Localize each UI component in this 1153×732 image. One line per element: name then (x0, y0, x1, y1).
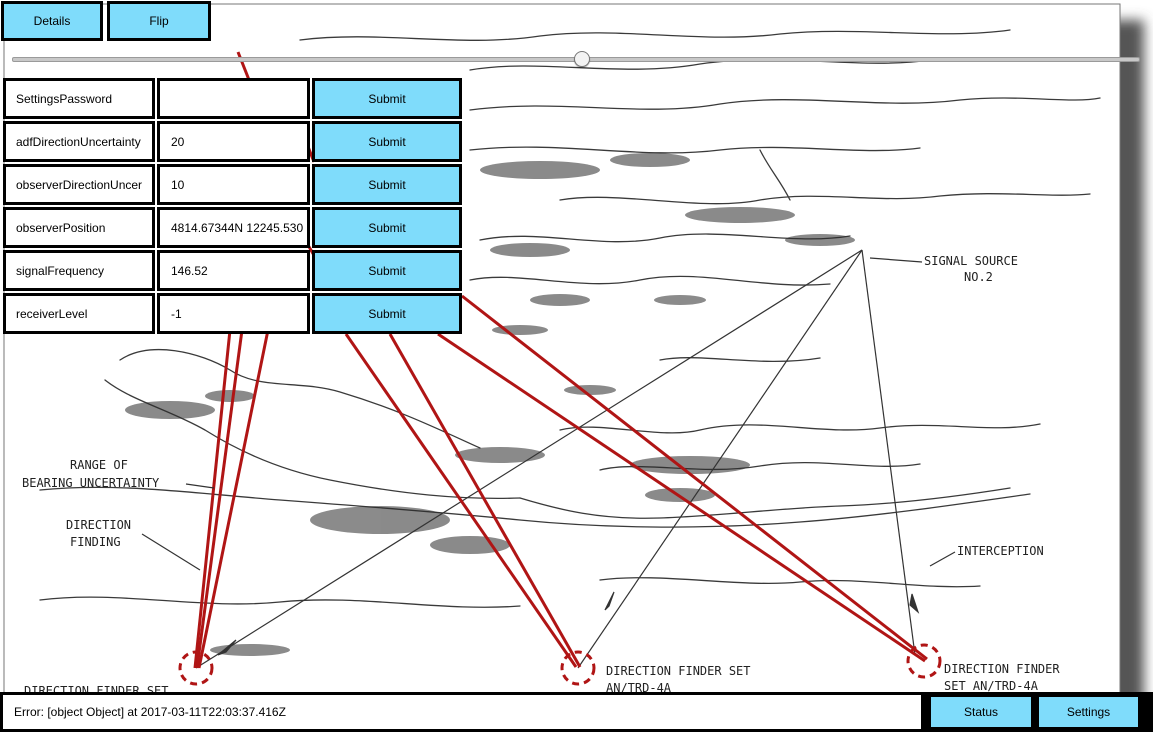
adf-direction-uncertainty-input[interactable] (157, 121, 310, 162)
df-marker-middle[interactable] (560, 650, 596, 686)
field-label-observer-position: observerPosition (3, 207, 155, 248)
field-label-signal-frequency: signalFrequency (3, 250, 155, 291)
submit-settings-password-button[interactable]: Submit (312, 78, 462, 119)
df-markers (178, 643, 942, 686)
observer-direction-uncertainty-input[interactable] (157, 164, 310, 205)
field-label-settings-password: SettingsPassword (3, 78, 155, 119)
label-dfs-middle: DIRECTION FINDER SET (606, 664, 751, 678)
field-label-observer-direction-uncertainty: observerDirectionUncer (3, 164, 155, 205)
label-direction: DIRECTION (66, 518, 131, 532)
submit-signal-frequency-button[interactable]: Submit (312, 250, 462, 291)
flip-button[interactable]: Flip (107, 1, 211, 41)
observer-position-input[interactable] (157, 207, 310, 248)
label-range-of: RANGE OF (70, 458, 128, 472)
status-message: Error: [object Object] at 2017-03-11T22:… (14, 705, 286, 719)
label-dfs-right: DIRECTION FINDER (944, 662, 1060, 676)
label-dfs-middle-model: AN/TRD-4A (606, 681, 672, 695)
slider-thumb[interactable] (573, 51, 590, 67)
leader-lines (141, 257, 956, 571)
field-label-adf-direction-uncertainty: adfDirectionUncertainty (3, 121, 155, 162)
label-dfs-right-model: SET AN/TRD-4A (944, 679, 1039, 693)
settings-password-input[interactable] (157, 78, 310, 119)
label-bearing-uncertainty: BEARING UNCERTAINTY (22, 476, 160, 490)
df-marker-right[interactable] (906, 643, 942, 679)
submit-adf-direction-uncertainty-button[interactable]: Submit (312, 121, 462, 162)
brush-clusters (125, 153, 855, 656)
status-button[interactable]: Status (928, 694, 1034, 730)
label-interception: INTERCEPTION (957, 544, 1044, 558)
submit-observer-direction-uncertainty-button[interactable]: Submit (312, 164, 462, 205)
signal-frequency-input[interactable] (157, 250, 310, 291)
details-button[interactable]: Details (1, 1, 103, 41)
receiver-level-input[interactable] (157, 293, 310, 334)
bearing-lines (193, 51, 928, 669)
submit-receiver-level-button[interactable]: Submit (312, 293, 462, 334)
label-signal-source-no: NO.2 (964, 270, 993, 284)
status-message-bar: Error: [object Object] at 2017-03-11T22:… (0, 692, 924, 732)
settings-button[interactable]: Settings (1036, 694, 1141, 730)
label-finding: FINDING (70, 535, 121, 549)
terrain-sketch (39, 29, 1101, 608)
label-signal-source: SIGNAL SOURCE (924, 254, 1018, 268)
df-marker-left[interactable] (178, 650, 214, 686)
submit-observer-position-button[interactable]: Submit (312, 207, 462, 248)
interception-lines (195, 249, 920, 669)
field-label-receiver-level: receiverLevel (3, 293, 155, 334)
paper-sheet (3, 3, 1121, 695)
